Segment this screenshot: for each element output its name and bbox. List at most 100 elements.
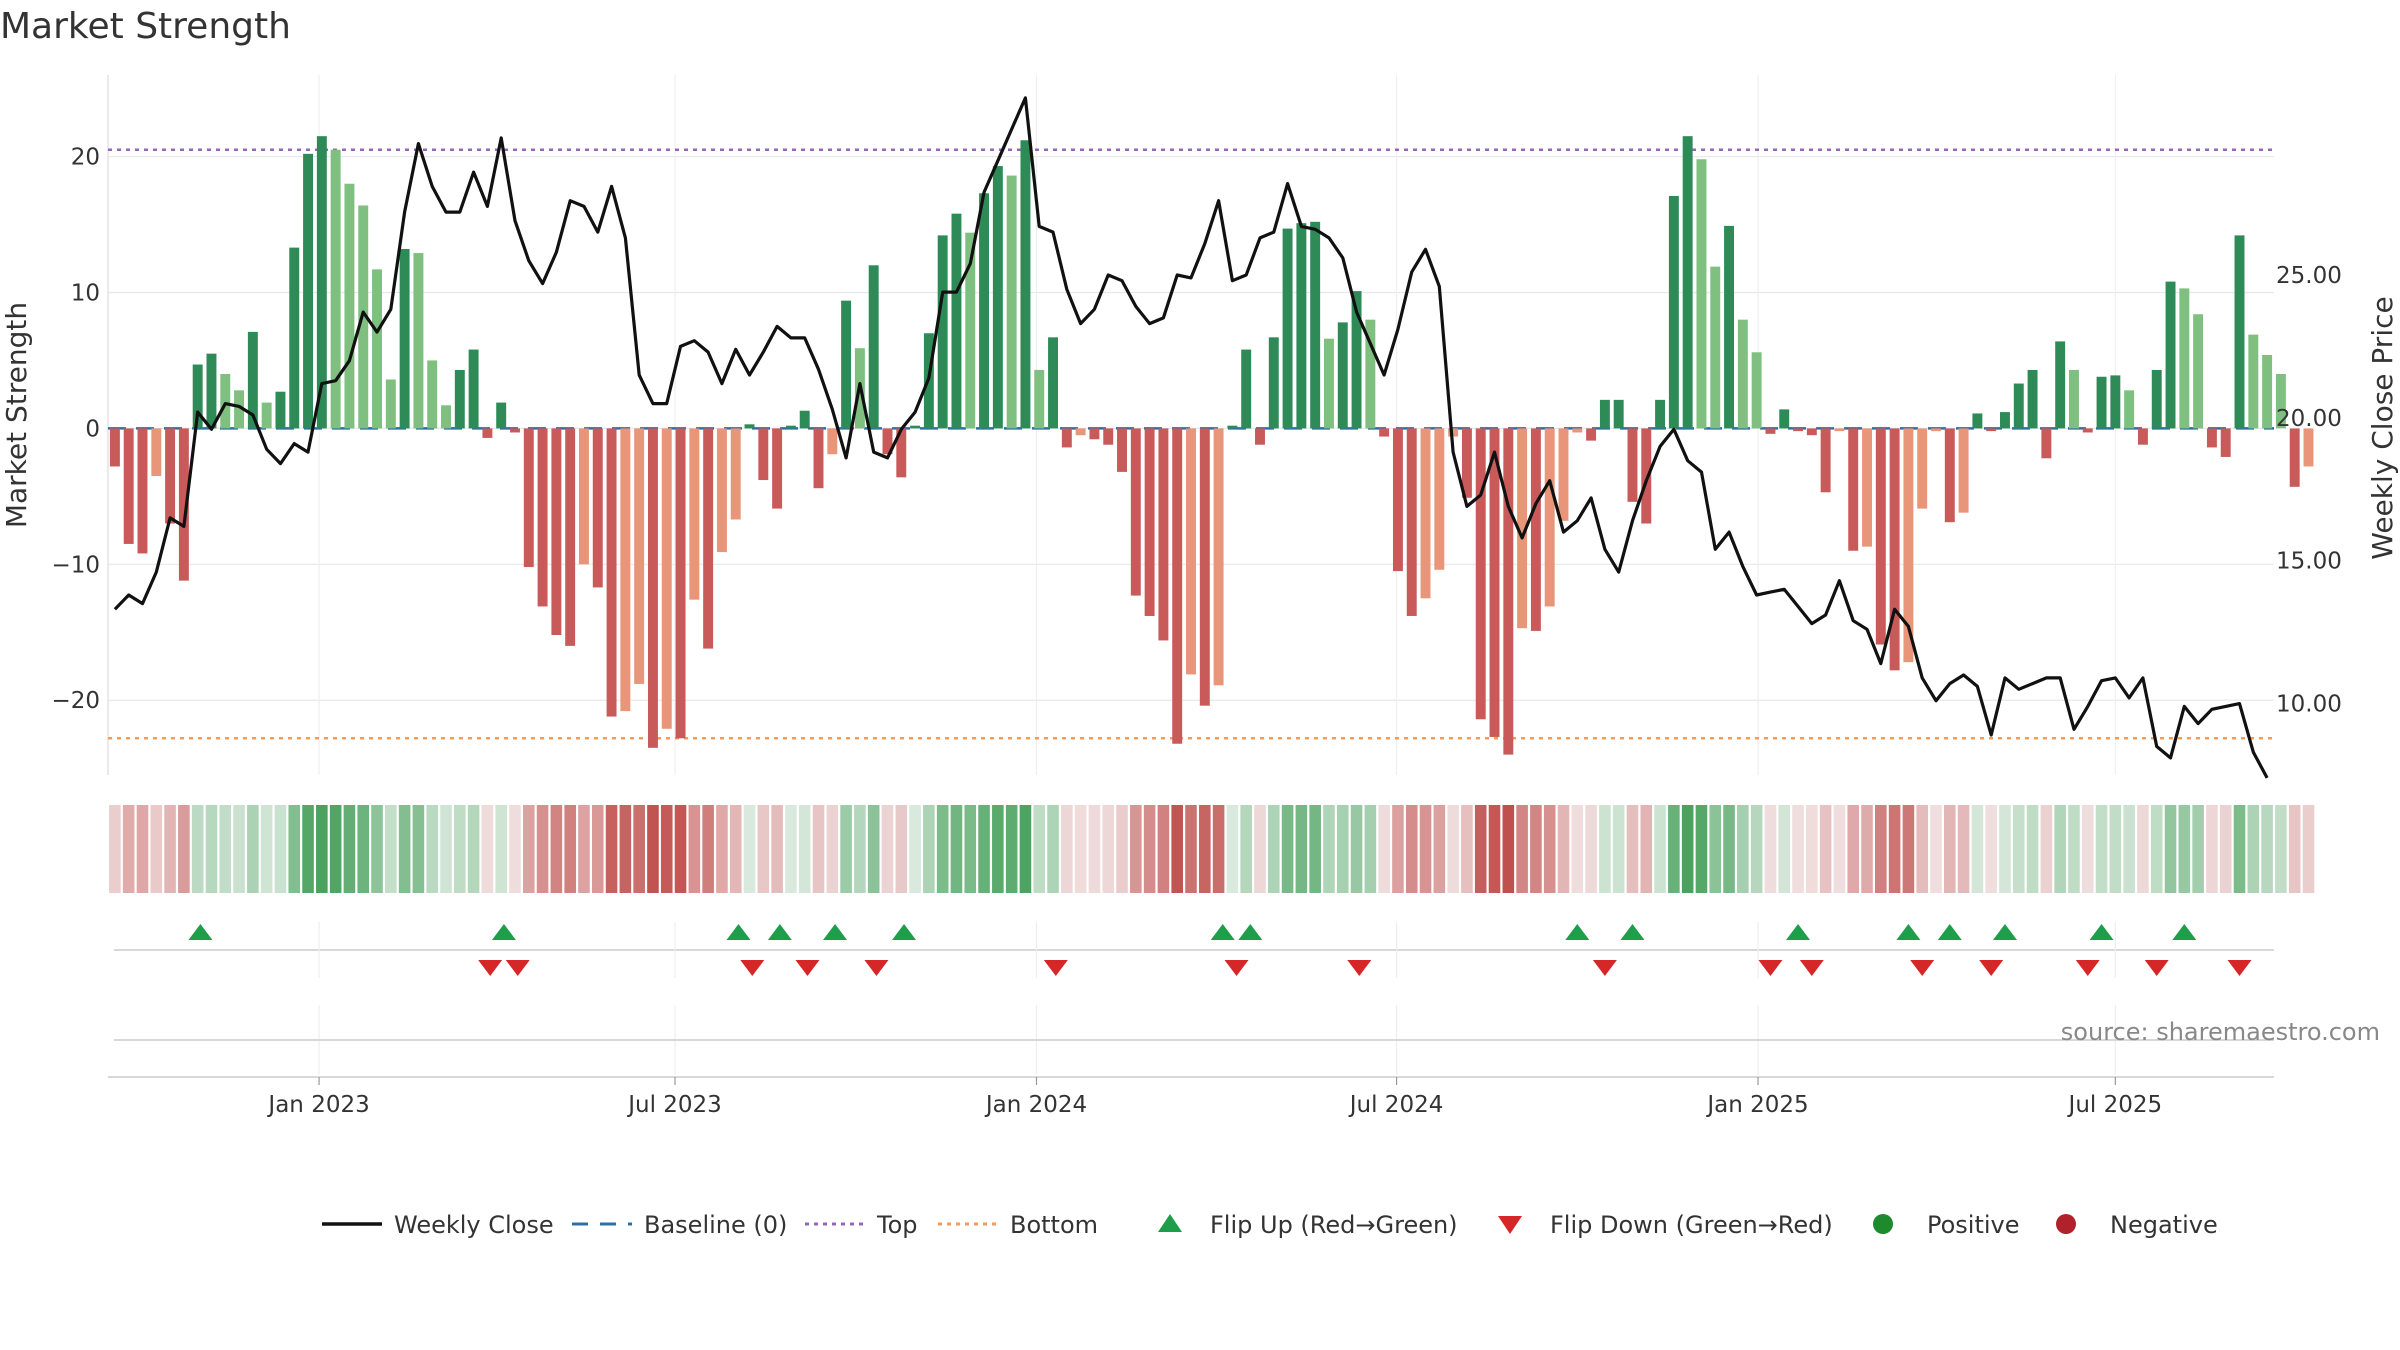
legend-label: Flip Down (Green→Red) bbox=[1550, 1211, 1833, 1239]
heat-cell bbox=[1267, 805, 1280, 893]
heat-cell bbox=[260, 805, 273, 893]
strength-bar bbox=[1903, 428, 1914, 663]
heat-cell bbox=[2233, 805, 2246, 893]
heat-cell bbox=[164, 805, 176, 893]
strength-bar bbox=[868, 265, 879, 429]
strength-bar bbox=[620, 428, 631, 712]
strength-bar bbox=[813, 428, 824, 489]
strength-bar bbox=[965, 232, 976, 429]
heat-cell bbox=[1488, 805, 1501, 893]
x-tick-label: Jan 2024 bbox=[984, 1092, 1087, 1118]
strength-bar bbox=[703, 428, 714, 649]
legend-item: Baseline (0) bbox=[572, 1211, 787, 1239]
strength-bar bbox=[896, 428, 907, 478]
flip-up-marker bbox=[823, 924, 848, 940]
flip-down-marker bbox=[1758, 960, 1783, 976]
legend-label: Bottom bbox=[1010, 1211, 1098, 1239]
strength-bar bbox=[1875, 428, 1886, 645]
heat-cell bbox=[2275, 805, 2287, 893]
strength-bar bbox=[1186, 428, 1196, 675]
strength-bar bbox=[2055, 341, 2066, 429]
strength-bar bbox=[592, 428, 603, 588]
heat-cell bbox=[509, 805, 521, 893]
strength-bar bbox=[1779, 409, 1790, 429]
heat-cell bbox=[950, 805, 963, 893]
heat-cell bbox=[798, 805, 811, 893]
strength-bar bbox=[1503, 428, 1514, 755]
flip-up-marker bbox=[1620, 924, 1645, 940]
strength-bar bbox=[785, 425, 796, 429]
strength-bar bbox=[303, 153, 314, 429]
flip-up-marker bbox=[1896, 924, 1921, 940]
flip-down-marker bbox=[1799, 960, 1824, 976]
strength-bar bbox=[1710, 266, 1721, 429]
heat-cell bbox=[2068, 805, 2080, 893]
strength-bar bbox=[1034, 369, 1045, 429]
heat-cell bbox=[1626, 805, 1639, 893]
strength-bar bbox=[2137, 428, 2148, 445]
strength-bar bbox=[316, 136, 327, 429]
heat-cell bbox=[495, 805, 507, 893]
heat-cell bbox=[329, 805, 342, 893]
strength-bar bbox=[1379, 428, 1390, 437]
legend: Weekly Close Baseline (0) Top Bottom Flip Up… bbox=[322, 1211, 2218, 1239]
strength-bar bbox=[1627, 428, 1638, 502]
strength-bar bbox=[2262, 355, 2273, 429]
heat-cell bbox=[1723, 805, 1735, 893]
heat-cell bbox=[1599, 805, 1611, 893]
strength-bar bbox=[1517, 428, 1528, 629]
strength-bar bbox=[675, 428, 686, 739]
heat-cell bbox=[578, 805, 590, 893]
strength-bar bbox=[1834, 428, 1845, 432]
heat-cell bbox=[274, 805, 287, 893]
strength-bar bbox=[1351, 291, 1362, 429]
strength-bar bbox=[1737, 319, 1748, 429]
y-axis-right: 10.00 15.00 20.00 25.00 bbox=[2276, 263, 2342, 718]
strength-bars bbox=[109, 136, 2314, 755]
legend-symbol-circle bbox=[2056, 1214, 2076, 1234]
flip-down-marker bbox=[1043, 960, 1068, 976]
strength-bar bbox=[1020, 140, 1031, 429]
strength-bar bbox=[1820, 428, 1831, 493]
heat-cell bbox=[660, 805, 673, 893]
heat-cell bbox=[909, 805, 921, 893]
flip-down-marker bbox=[2227, 960, 2252, 976]
weekly-close-line-group bbox=[113, 96, 2269, 779]
heat-cell bbox=[1433, 805, 1446, 893]
strength-bar bbox=[2124, 390, 2135, 429]
heat-cell bbox=[1750, 805, 1763, 893]
strength-bar bbox=[523, 428, 534, 568]
heat-cell bbox=[150, 805, 163, 893]
heat-cell bbox=[481, 805, 494, 893]
heat-cell bbox=[564, 805, 576, 893]
heat-cell bbox=[2095, 805, 2108, 893]
heat-cell bbox=[2302, 805, 2315, 893]
heat-cell bbox=[371, 805, 383, 893]
strength-bar bbox=[1944, 428, 1955, 523]
flip-up-marker bbox=[1565, 924, 1590, 940]
flip-up-marker bbox=[1937, 924, 1962, 940]
heat-cell bbox=[1668, 805, 1680, 893]
legend-label: Positive bbox=[1927, 1211, 2020, 1239]
strength-bar bbox=[1420, 428, 1431, 599]
strength-bar bbox=[1931, 428, 1941, 432]
flip-down-marker bbox=[1347, 960, 1372, 976]
strength-bar bbox=[510, 428, 520, 433]
heat-cell bbox=[1571, 805, 1584, 893]
strength-bar bbox=[123, 428, 134, 544]
heat-cell bbox=[1281, 805, 1294, 893]
strength-bar bbox=[1986, 428, 1997, 432]
flip-up-marker bbox=[1210, 924, 1235, 940]
strength-bar bbox=[1958, 428, 1969, 513]
heat-cell bbox=[1585, 805, 1597, 893]
heat-cell bbox=[1061, 805, 1073, 893]
strength-bar bbox=[2248, 334, 2259, 429]
strength-bar bbox=[1889, 428, 1900, 671]
strength-bar bbox=[1682, 136, 1693, 429]
strength-bar bbox=[1227, 425, 1238, 429]
strength-bar bbox=[2041, 428, 2052, 459]
flip-down-marker bbox=[505, 960, 530, 976]
strength-heat-strip bbox=[109, 805, 2315, 893]
y-axis-right-label: Weekly Close Price bbox=[2366, 296, 2399, 559]
y-left-tick-label: 20 bbox=[71, 145, 100, 171]
